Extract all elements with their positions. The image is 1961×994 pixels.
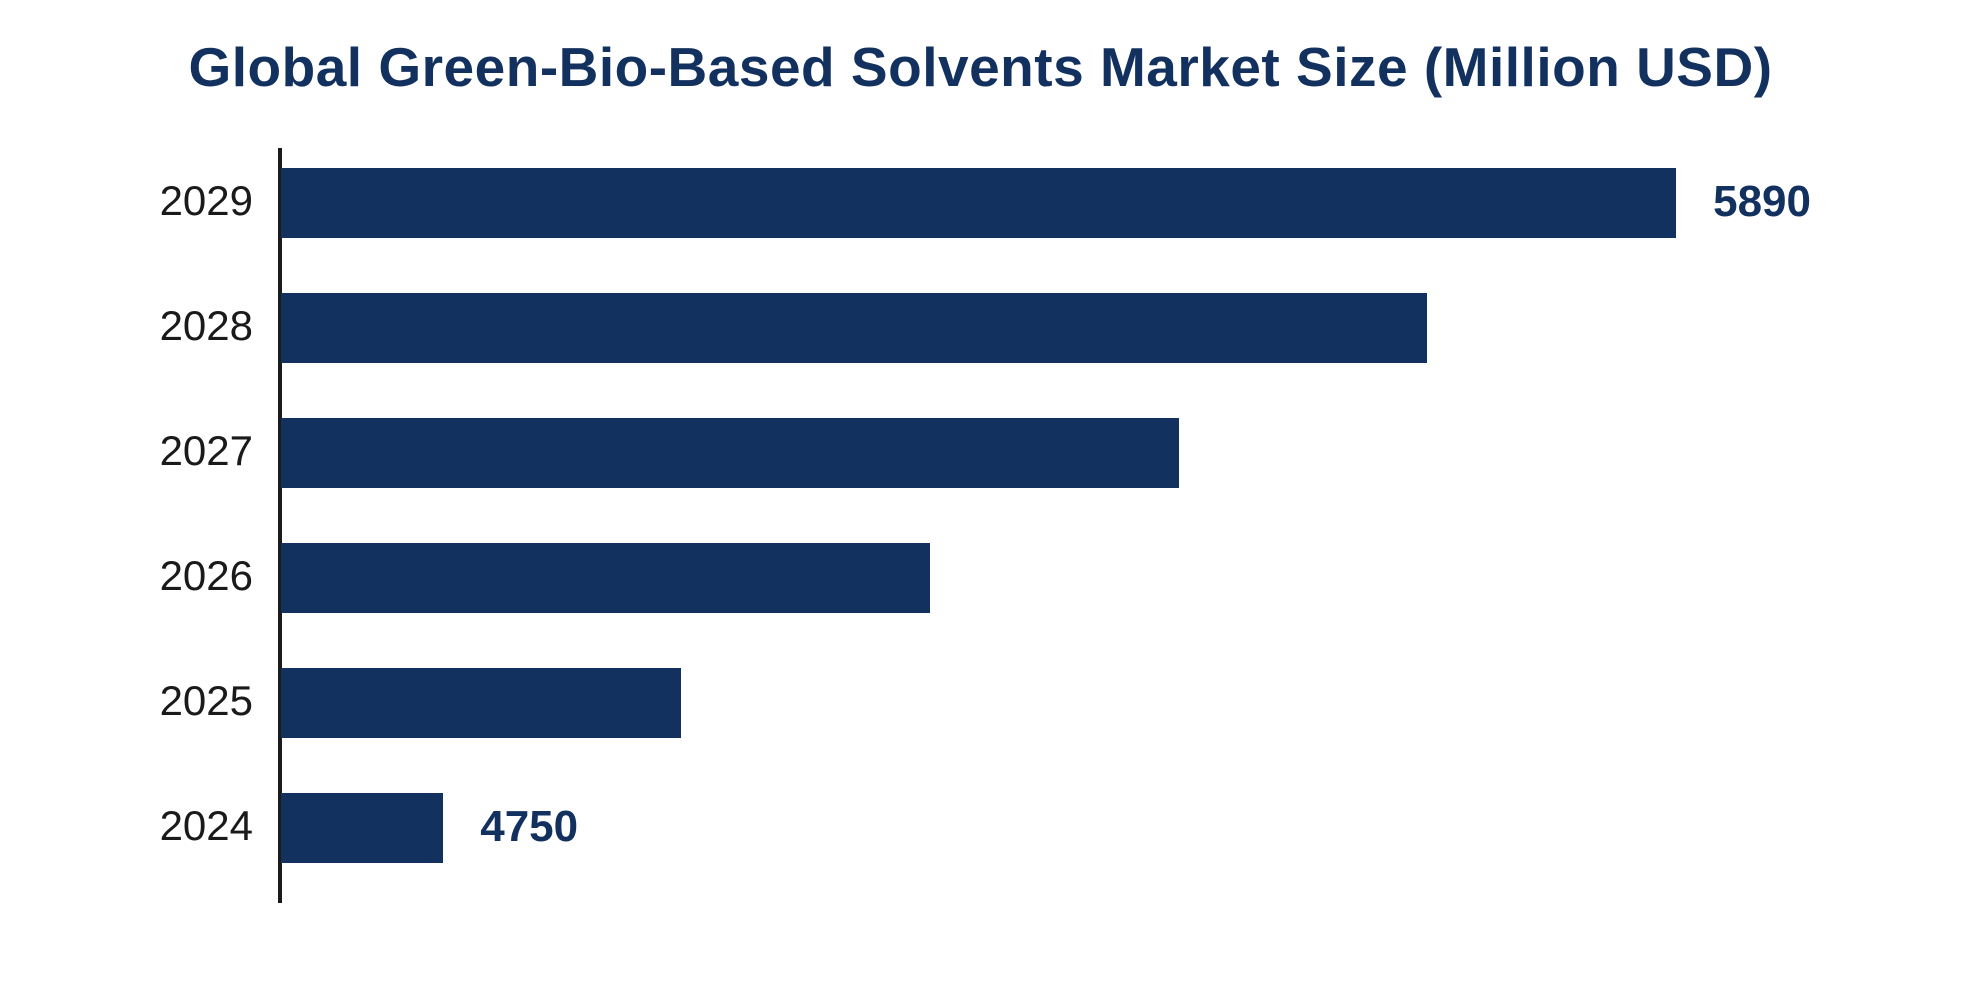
bar xyxy=(281,543,930,613)
y-axis-line xyxy=(278,148,282,903)
chart-container: Global Green-Bio-Based Solvents Market S… xyxy=(0,0,1961,994)
bar xyxy=(281,418,1179,488)
bar-value-label: 4750 xyxy=(480,802,578,852)
chart-title: Global Green-Bio-Based Solvents Market S… xyxy=(0,35,1961,99)
bar xyxy=(281,293,1427,363)
y-tick-label: 2026 xyxy=(113,552,253,600)
y-tick-label: 2028 xyxy=(113,302,253,350)
y-tick-label: 2027 xyxy=(113,427,253,475)
plot-area: 20295890202820272026202520244750 xyxy=(278,148,1838,948)
y-tick-label: 2025 xyxy=(113,677,253,725)
bar xyxy=(281,168,1676,238)
bar xyxy=(281,793,443,863)
y-tick-label: 2024 xyxy=(113,802,253,850)
bar xyxy=(281,668,681,738)
bar-value-label: 5890 xyxy=(1713,177,1811,227)
y-tick-label: 2029 xyxy=(113,177,253,225)
